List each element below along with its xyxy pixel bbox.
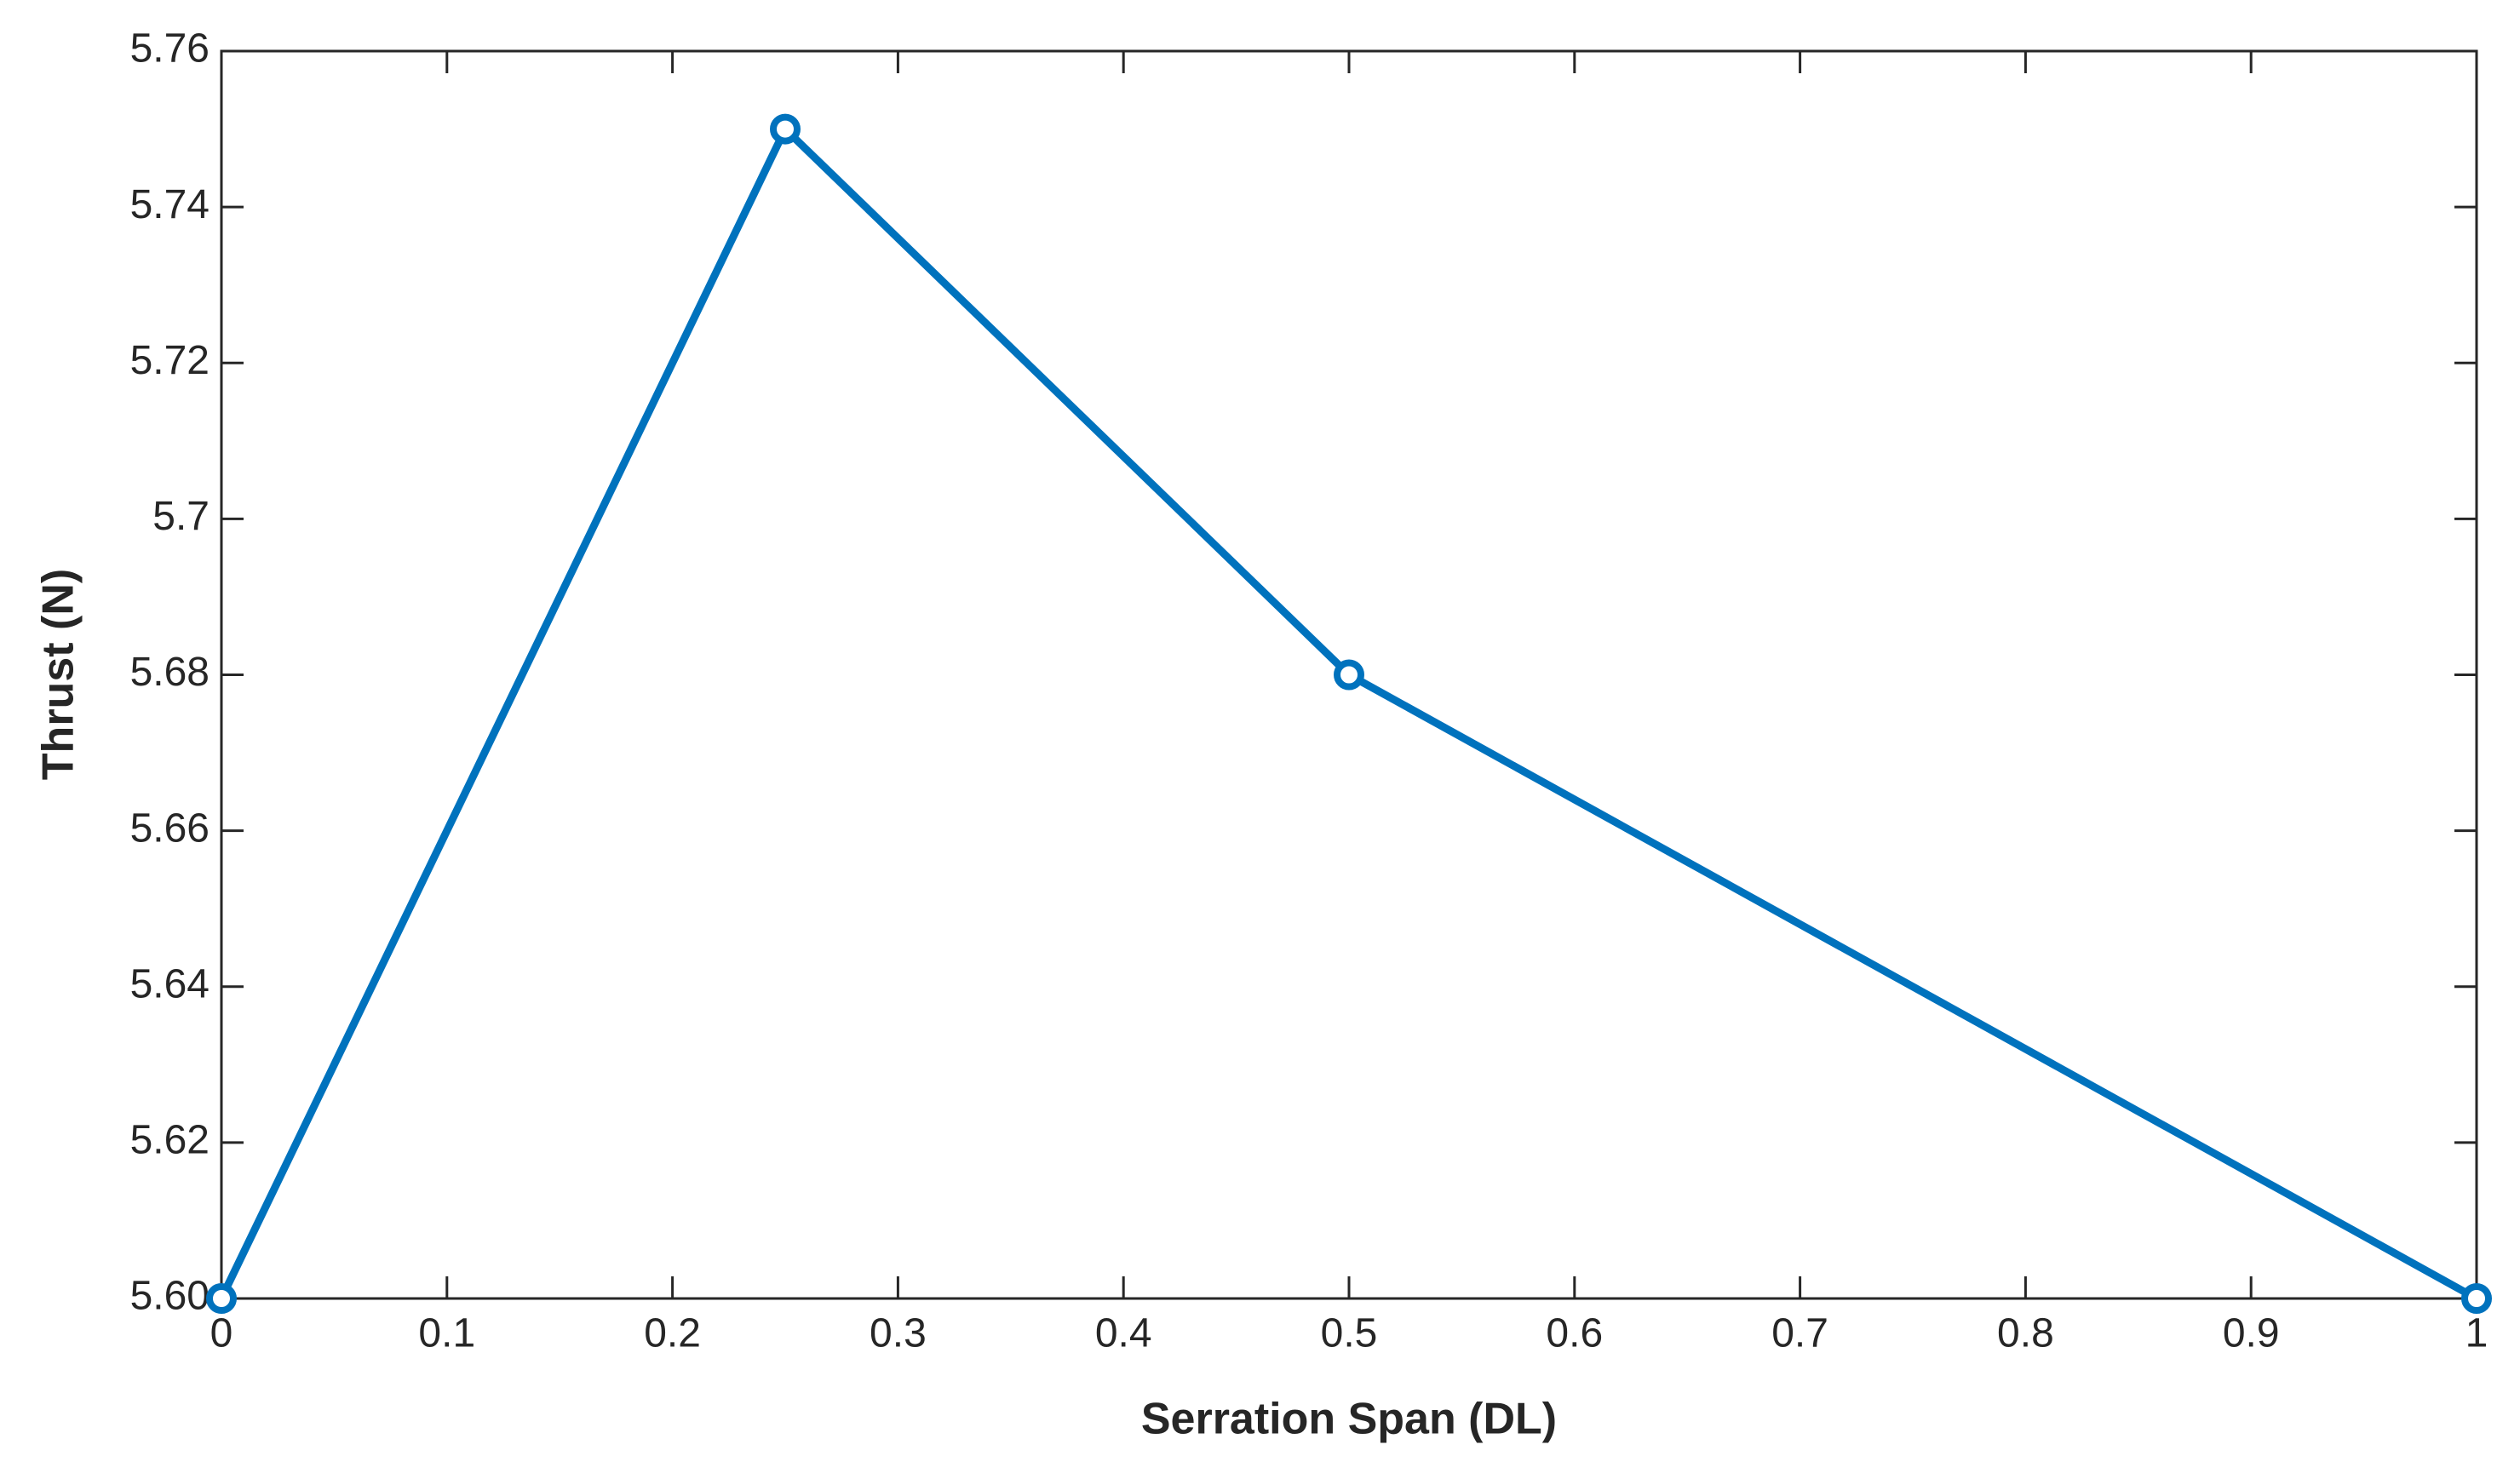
data-marker — [2461, 1283, 2492, 1314]
x-tick-label: 1 — [2465, 1311, 2488, 1356]
data-marker — [206, 1283, 237, 1314]
y-tick-label: 5.72 — [130, 338, 210, 383]
x-tick-label: 0.4 — [1095, 1311, 1152, 1356]
x-tick-label: 0.8 — [1997, 1311, 2054, 1356]
x-tick-label: 0.9 — [2223, 1311, 2280, 1356]
y-tick-label: 5.7 — [152, 494, 210, 539]
x-tick-label: 0.7 — [1771, 1311, 1828, 1356]
x-tick-label: 0.3 — [870, 1311, 927, 1356]
y-tick-label: 5.68 — [130, 650, 210, 695]
y-tick-label: 5.60 — [130, 1274, 210, 1319]
data-marker — [770, 113, 801, 145]
y-axis-label: Thrust (N) — [34, 569, 83, 780]
data-marker — [1334, 659, 1364, 691]
y-tick-label: 5.76 — [130, 26, 210, 72]
y-tick-label: 5.66 — [130, 805, 210, 851]
y-tick-label: 5.64 — [130, 961, 210, 1006]
x-tick-label: 0 — [210, 1311, 233, 1356]
y-tick-label: 5.62 — [130, 1118, 210, 1163]
x-tick-label: 0.6 — [1546, 1311, 1603, 1356]
data-line — [217, 125, 2479, 1302]
y-tick-label: 5.74 — [130, 182, 210, 227]
x-tick-label: 0.2 — [644, 1311, 701, 1356]
x-tick-label: 0.1 — [418, 1311, 475, 1356]
x-tick-label: 0.5 — [1321, 1311, 1378, 1356]
x-axis-label: Serration Span (DL) — [1141, 1395, 1557, 1444]
